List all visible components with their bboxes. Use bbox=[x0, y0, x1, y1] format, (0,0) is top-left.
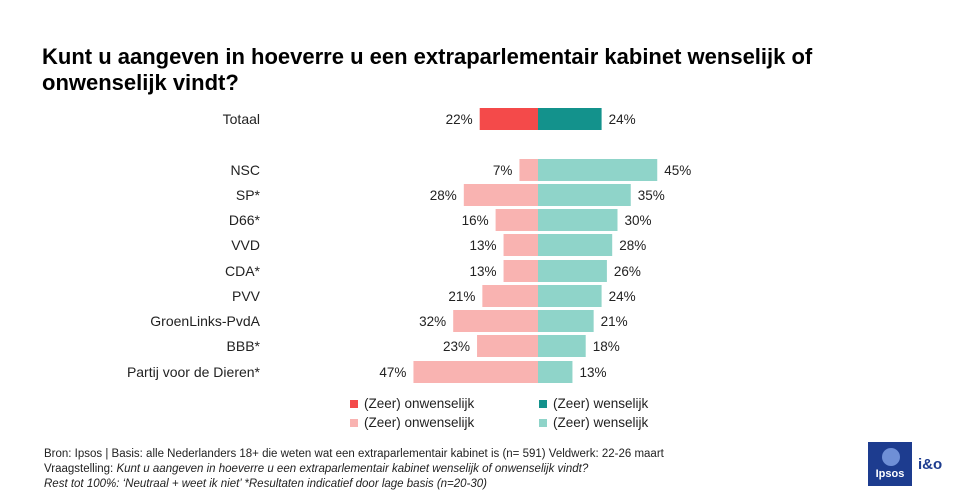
category-label: NSC bbox=[230, 162, 260, 178]
bar-wenselijk bbox=[538, 335, 586, 357]
value-label-onwenselijk: 21% bbox=[448, 289, 475, 304]
ipsos-logo-text: Ipsos bbox=[875, 468, 905, 480]
bar-wenselijk bbox=[538, 285, 602, 307]
value-label-wenselijk: 45% bbox=[664, 163, 691, 178]
legend-label: (Zeer) wenselijk bbox=[553, 396, 649, 411]
category-label: CDA* bbox=[225, 263, 261, 279]
footer-question-text: Kunt u aangeven in hoeverre u een extrap… bbox=[116, 463, 589, 475]
ipsos-logo: Ipsos bbox=[868, 442, 912, 486]
value-label-onwenselijk: 13% bbox=[470, 264, 497, 279]
footer-question-prefix: Vraagstelling: bbox=[44, 463, 117, 475]
value-label-onwenselijk: 7% bbox=[493, 163, 513, 178]
legend-item-party-negative: (Zeer) onwenselijk bbox=[350, 415, 474, 430]
category-label: Totaal bbox=[223, 111, 260, 127]
chart-title: Kunt u aangeven in hoeverre u een extrap… bbox=[42, 44, 813, 95]
footer-notes: Bron: Ipsos | Basis: alle Nederlanders 1… bbox=[44, 447, 664, 492]
value-label-wenselijk: 21% bbox=[601, 314, 628, 329]
bar-wenselijk bbox=[538, 260, 607, 282]
category-label: Partij voor de Dieren* bbox=[127, 364, 261, 380]
brand-logo: Ipsos i&o bbox=[868, 442, 948, 486]
bar-wenselijk bbox=[538, 184, 631, 206]
legend-swatch bbox=[539, 418, 547, 427]
value-label-wenselijk: 24% bbox=[609, 112, 636, 127]
legend-label: (Zeer) onwenselijk bbox=[364, 415, 475, 430]
legend-label: (Zeer) onwenselijk bbox=[364, 396, 475, 411]
legend-item-party-positive: (Zeer) wenselijk bbox=[539, 415, 648, 430]
bar-onwenselijk bbox=[482, 285, 538, 307]
io-logo-text: i&o bbox=[918, 456, 943, 473]
legend-label: (Zeer) wenselijk bbox=[553, 415, 649, 430]
bar-onwenselijk bbox=[463, 184, 538, 206]
footer-rest-note: Rest tot 100%: ‘Neutraal + weet ik niet’… bbox=[44, 478, 488, 490]
value-label-onwenselijk: 16% bbox=[462, 213, 489, 228]
value-label-onwenselijk: 23% bbox=[443, 339, 470, 354]
value-label-onwenselijk: 13% bbox=[470, 238, 497, 253]
value-label-onwenselijk: 28% bbox=[430, 188, 457, 203]
footer-question: Vraagstelling: Kunt u aangeven in hoever… bbox=[44, 462, 664, 477]
legend-item-total-positive: (Zeer) wenselijk bbox=[539, 396, 648, 411]
category-label: GroenLinks-PvdA bbox=[150, 313, 260, 329]
bar-wenselijk bbox=[538, 209, 618, 231]
value-label-wenselijk: 24% bbox=[609, 289, 636, 304]
value-label-wenselijk: 28% bbox=[619, 238, 646, 253]
bar-wenselijk bbox=[538, 310, 594, 332]
bar-wenselijk bbox=[538, 361, 573, 383]
bar-wenselijk bbox=[538, 159, 658, 181]
legend-swatch bbox=[539, 399, 547, 408]
bar-wenselijk bbox=[538, 234, 613, 256]
bar-wenselijk bbox=[538, 108, 602, 130]
bar-onwenselijk bbox=[495, 209, 538, 231]
bar-onwenselijk bbox=[413, 361, 538, 383]
footer-source: Bron: Ipsos | Basis: alle Nederlanders 1… bbox=[44, 448, 664, 460]
value-label-wenselijk: 30% bbox=[625, 213, 652, 228]
ipsos-logo-mark bbox=[882, 448, 900, 466]
legend-swatch bbox=[350, 399, 358, 408]
legend-swatch bbox=[350, 418, 358, 427]
value-label-wenselijk: 35% bbox=[638, 188, 665, 203]
value-label-wenselijk: 26% bbox=[614, 264, 641, 279]
category-label: BBB* bbox=[227, 338, 261, 354]
bar-onwenselijk bbox=[453, 310, 538, 332]
value-label-wenselijk: 13% bbox=[579, 365, 606, 380]
category-label: SP* bbox=[236, 187, 261, 203]
legend-item-total-negative: (Zeer) onwenselijk bbox=[350, 396, 474, 411]
category-label: D66* bbox=[229, 212, 261, 228]
category-label: VVD bbox=[231, 237, 260, 253]
bar-onwenselijk bbox=[519, 159, 538, 181]
value-label-onwenselijk: 47% bbox=[379, 365, 406, 380]
bar-onwenselijk bbox=[479, 108, 538, 130]
category-label: PVV bbox=[232, 288, 261, 304]
bar-onwenselijk bbox=[477, 335, 538, 357]
value-label-onwenselijk: 32% bbox=[419, 314, 446, 329]
bar-onwenselijk bbox=[503, 260, 538, 282]
bar-onwenselijk bbox=[503, 234, 538, 256]
value-label-onwenselijk: 22% bbox=[446, 112, 473, 127]
value-label-wenselijk: 18% bbox=[593, 339, 620, 354]
diverging-bar-chart: Totaal 22% 24% NSC 7% 45% SP* 28% 35% D66* 16% 30% V… bbox=[127, 108, 691, 383]
